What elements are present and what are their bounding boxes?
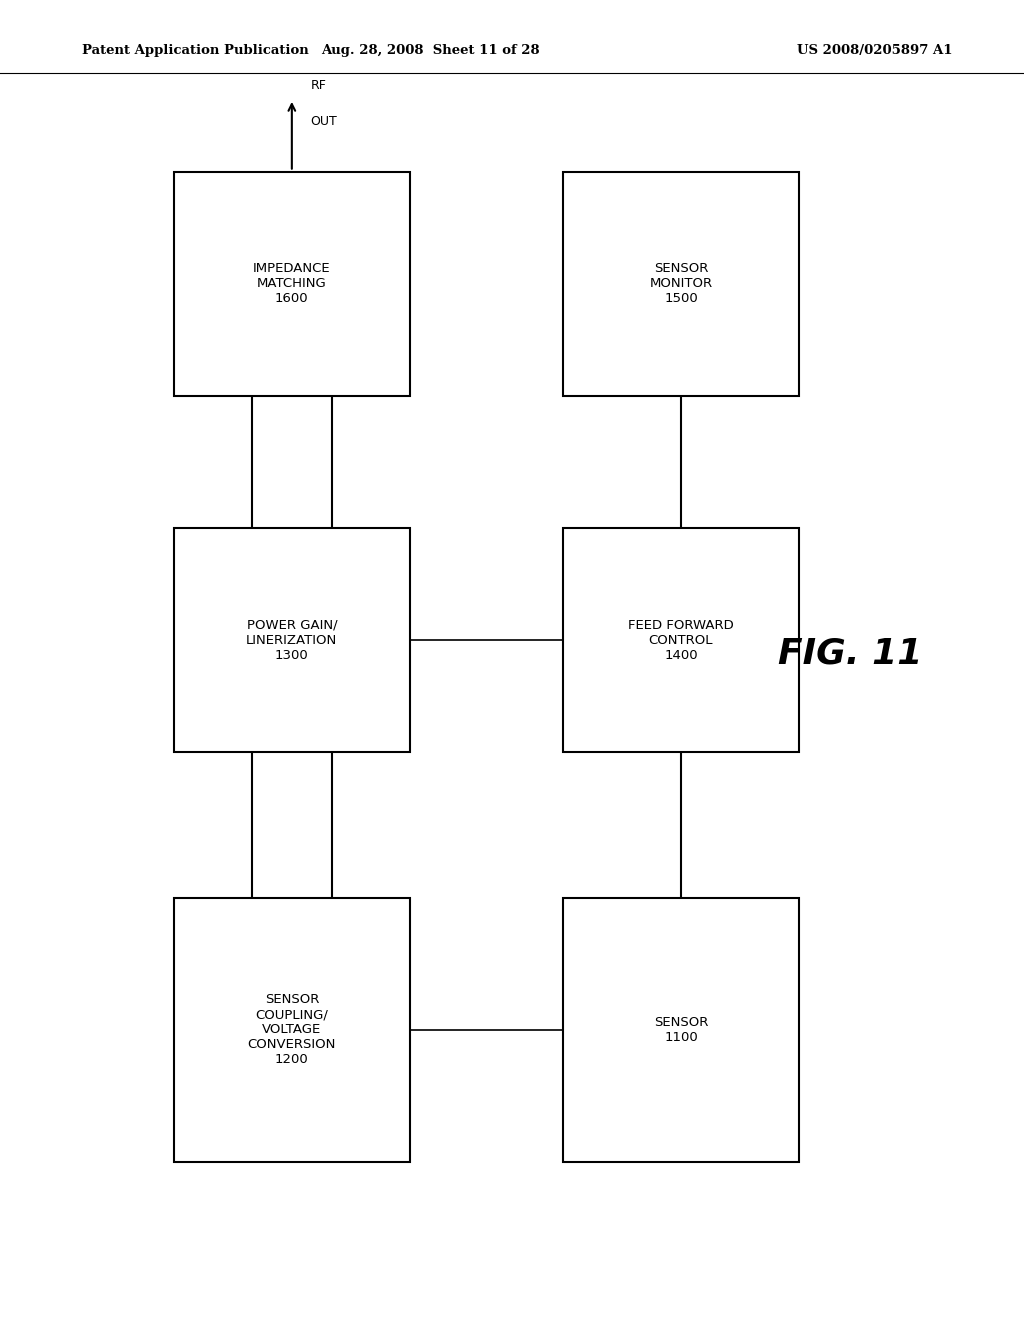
- Text: SENSOR
COUPLING/
VOLTAGE
CONVERSION
1200: SENSOR COUPLING/ VOLTAGE CONVERSION 1200: [248, 993, 336, 1067]
- FancyBboxPatch shape: [563, 172, 799, 396]
- Text: RF: RF: [310, 79, 327, 92]
- FancyBboxPatch shape: [563, 898, 799, 1162]
- Text: Patent Application Publication: Patent Application Publication: [82, 44, 308, 57]
- Text: OUT: OUT: [310, 115, 337, 128]
- Text: POWER GAIN/
LINERIZATION
1300: POWER GAIN/ LINERIZATION 1300: [246, 619, 338, 661]
- FancyBboxPatch shape: [563, 528, 799, 752]
- Text: US 2008/0205897 A1: US 2008/0205897 A1: [797, 44, 952, 57]
- Text: FIG. 11: FIG. 11: [778, 636, 922, 671]
- Text: Aug. 28, 2008  Sheet 11 of 28: Aug. 28, 2008 Sheet 11 of 28: [321, 44, 540, 57]
- FancyBboxPatch shape: [174, 898, 410, 1162]
- Text: SENSOR
1100: SENSOR 1100: [653, 1015, 709, 1044]
- Text: SENSOR
MONITOR
1500: SENSOR MONITOR 1500: [649, 263, 713, 305]
- Text: FEED FORWARD
CONTROL
1400: FEED FORWARD CONTROL 1400: [628, 619, 734, 661]
- FancyBboxPatch shape: [174, 172, 410, 396]
- Text: IMPEDANCE
MATCHING
1600: IMPEDANCE MATCHING 1600: [253, 263, 331, 305]
- FancyBboxPatch shape: [174, 528, 410, 752]
